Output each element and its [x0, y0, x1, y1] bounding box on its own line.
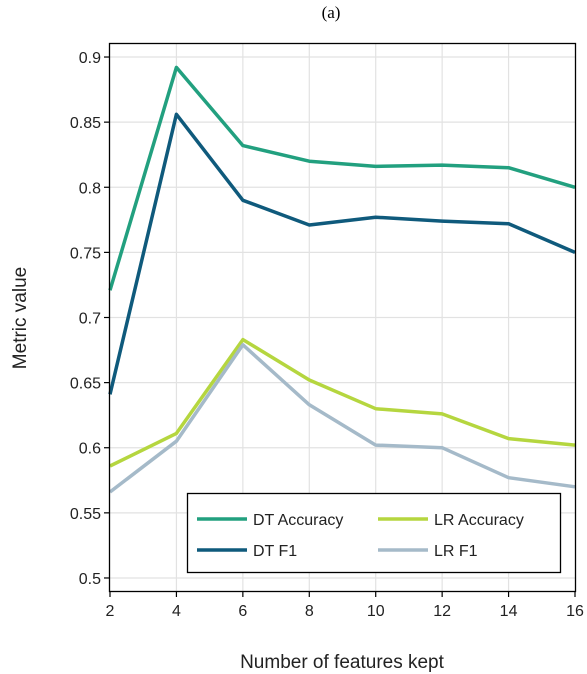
x-tick-label: 10: [367, 603, 385, 620]
figure-caption: (a): [322, 3, 341, 22]
x-tick-label: 16: [566, 603, 584, 620]
series-line-dt-accuracy: [108, 65, 576, 291]
y-axis: 0.5 0.55 0.6 0.65 0.7 0.75 0.8 0.85 0.9: [70, 50, 110, 588]
y-tick-label: 0.55: [70, 506, 101, 523]
y-tick-label: 0.85: [70, 115, 101, 132]
legend-label-lr-f1: LR F1: [434, 543, 478, 560]
series-line-lr-accuracy: [109, 337, 576, 468]
x-tick-label: 14: [500, 603, 518, 620]
legend: DT Accuracy LR Accuracy DT F1 LR F1: [186, 492, 562, 574]
x-axis: 2 4 6 8 10 12 14 16: [106, 591, 584, 620]
x-tick-label: 12: [433, 603, 451, 620]
y-tick-label: 0.7: [79, 311, 101, 328]
legend-box: [186, 492, 562, 574]
x-tick-label: 4: [172, 603, 181, 620]
y-tick-label: 0.75: [70, 245, 101, 262]
x-tick-label: 2: [106, 603, 115, 620]
series-line-lr-f1: [108, 343, 576, 494]
y-tick-label: 0.5: [79, 571, 101, 588]
y-tick-label: 0.8: [79, 180, 101, 197]
x-tick-label: 6: [238, 603, 247, 620]
x-axis-title: Number of features kept: [240, 652, 445, 673]
grid-lines: [110, 44, 575, 591]
y-tick-label: 0.65: [70, 376, 101, 393]
y-tick-label: 0.9: [79, 50, 101, 67]
legend-label-dt-accuracy: DT Accuracy: [253, 512, 343, 529]
x-tick-label: 8: [305, 603, 314, 620]
series-line-dt-f1: [108, 112, 576, 395]
y-tick-label: 0.6: [79, 441, 101, 458]
series-layer: [108, 65, 576, 494]
y-axis-title: Metric value: [10, 267, 31, 369]
legend-label-lr-accuracy: LR Accuracy: [434, 512, 524, 529]
legend-label-dt-f1: DT F1: [253, 543, 297, 560]
